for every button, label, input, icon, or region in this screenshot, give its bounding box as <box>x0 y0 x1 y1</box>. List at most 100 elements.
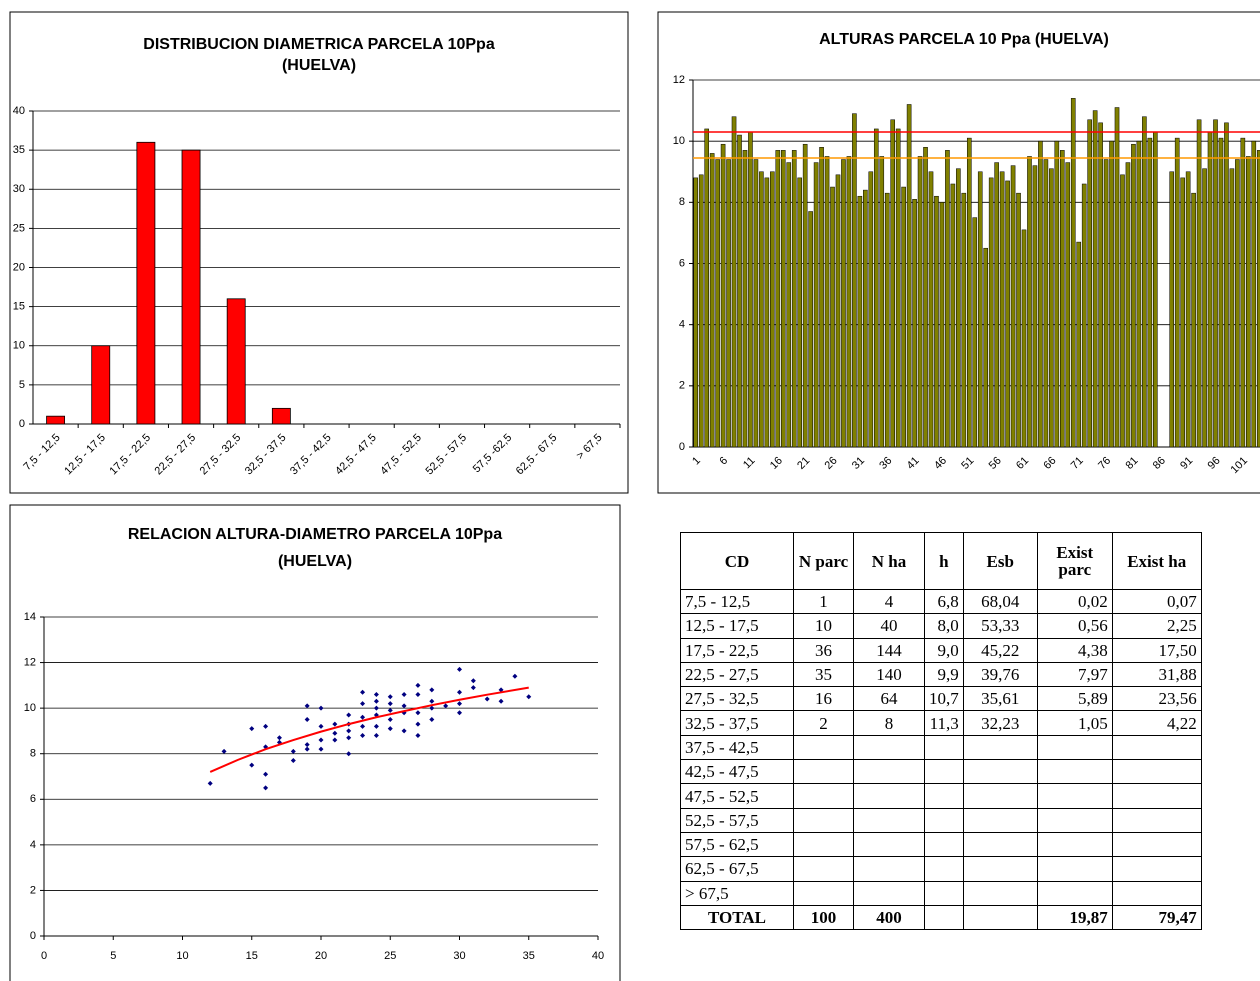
point <box>263 723 269 729</box>
header-cell: CD <box>680 532 794 590</box>
bar <box>715 159 720 448</box>
cell: 0,02 <box>1036 588 1113 615</box>
header-cell: Esb <box>962 532 1038 590</box>
bar <box>994 162 999 448</box>
bar <box>693 177 699 448</box>
y-tick-label: 5 <box>19 379 25 391</box>
bar <box>956 168 961 448</box>
bar <box>737 134 742 448</box>
point <box>290 748 296 754</box>
bar <box>764 177 770 448</box>
row: 12,5 - 17,5 10 40 8,0 53,33 0,56 2,25 <box>680 613 1202 639</box>
empty-cell <box>924 807 964 833</box>
point <box>415 691 421 697</box>
point <box>457 710 462 716</box>
cell: 11,3 <box>924 710 964 736</box>
bar <box>1131 143 1136 448</box>
bar <box>879 156 885 448</box>
bar <box>945 150 950 448</box>
bar <box>1169 171 1175 448</box>
bar <box>1114 107 1120 448</box>
bar <box>1021 229 1027 448</box>
row: > 67,5 <box>680 880 1202 906</box>
y-tick-label: 40 <box>13 105 25 117</box>
cell: 8,0 <box>924 613 964 639</box>
cell: 68,04 <box>962 588 1038 615</box>
empty-cell <box>1036 880 1113 906</box>
point <box>318 737 324 743</box>
point <box>304 746 310 752</box>
cell: 8 <box>853 710 925 736</box>
y-tick-label: 25 <box>13 222 25 234</box>
empty-cell <box>793 831 854 858</box>
bar <box>939 202 945 448</box>
y-tick-label: 12 <box>673 74 685 86</box>
point <box>332 730 338 736</box>
cell: 52,5 - 57,5 <box>680 807 794 833</box>
cell: 42,5 - 47,5 <box>680 759 794 785</box>
point <box>429 687 435 693</box>
point <box>415 732 421 738</box>
bar <box>1060 150 1065 448</box>
y-tick-label: 0 <box>679 441 685 453</box>
cell: 400 <box>853 904 925 931</box>
bar <box>1054 140 1060 448</box>
empty-cell <box>793 759 854 785</box>
point <box>360 723 366 729</box>
empty-cell <box>962 783 1038 809</box>
bar <box>1153 131 1158 448</box>
bar <box>983 247 989 448</box>
point <box>360 701 366 707</box>
bar <box>852 113 857 448</box>
bar <box>1185 171 1191 448</box>
bar <box>226 298 246 425</box>
bar <box>999 171 1005 448</box>
empty-cell <box>793 856 854 882</box>
cell: 37,5 - 42,5 <box>680 734 794 761</box>
cell: 100 <box>793 904 854 931</box>
cell: 6,8 <box>924 588 964 615</box>
cell: 32,5 - 37,5 <box>680 710 794 736</box>
y-tick-label: 0 <box>30 930 36 942</box>
y-tick-label: 12 <box>24 656 36 668</box>
y-tick-label: 30 <box>13 183 25 195</box>
point <box>401 691 407 697</box>
empty-cell <box>924 904 964 931</box>
bar <box>791 150 797 448</box>
bar <box>136 141 156 425</box>
bar <box>748 131 753 448</box>
empty-cell <box>853 734 925 761</box>
bar <box>1087 119 1092 448</box>
y-tick-label: 6 <box>679 257 685 269</box>
cell: 23,56 <box>1111 686 1202 712</box>
bar <box>726 159 731 448</box>
row: 27,5 - 32,5 16 64 10,7 35,61 5,89 23,56 <box>680 686 1202 712</box>
point <box>387 707 393 713</box>
point <box>318 746 324 752</box>
point <box>526 694 532 700</box>
bar <box>1043 159 1049 448</box>
row: 57,5 - 62,5 <box>680 831 1202 858</box>
bar <box>181 149 201 425</box>
point <box>429 717 435 723</box>
empty-cell <box>793 807 854 833</box>
row: 7,5 - 12,5 1 4 6,8 68,04 0,02 0,07 <box>680 588 1202 615</box>
bar <box>895 128 901 448</box>
point <box>360 714 366 720</box>
empty-cell <box>1111 831 1202 858</box>
bar <box>961 192 967 448</box>
header-cell: N parc <box>793 532 854 590</box>
x-tick-label: 35 <box>523 950 535 962</box>
chart-frame <box>9 11 629 494</box>
empty-cell <box>853 783 925 809</box>
cell: 39,76 <box>962 661 1038 688</box>
y-tick-label: 8 <box>679 196 685 208</box>
point <box>290 758 296 764</box>
empty-cell <box>1036 831 1113 858</box>
bar <box>1010 165 1016 448</box>
point <box>332 721 338 727</box>
y-tick-label: 8 <box>30 748 36 760</box>
cell: 79,47 <box>1111 904 1202 931</box>
bar <box>704 128 709 448</box>
